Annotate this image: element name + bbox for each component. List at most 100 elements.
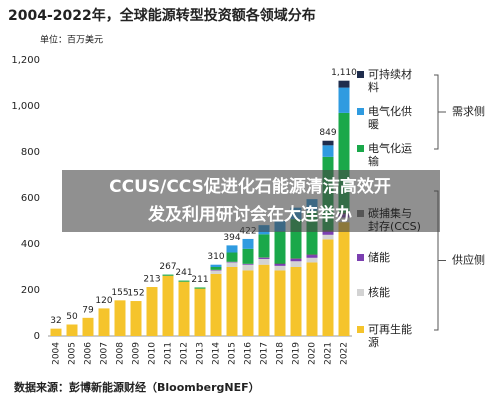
bar-segment xyxy=(322,140,334,146)
legend-label: 电气化运输 xyxy=(368,142,412,168)
legend-swatch xyxy=(357,145,364,152)
bar-segment xyxy=(98,308,110,336)
legend-item: 核能 xyxy=(357,286,422,299)
source: 数据来源：彭博新能源财经（BloombergNEF） xyxy=(14,380,260,394)
bar-segment xyxy=(290,267,302,336)
unit: 单位：百万美元 xyxy=(40,34,103,46)
x-tick-label: 2021 xyxy=(324,342,334,365)
total-label: 50 xyxy=(66,312,78,322)
x-tick-label: 2011 xyxy=(164,342,174,365)
bar-segment xyxy=(322,231,334,235)
bar-segment xyxy=(130,301,142,336)
bar-segment xyxy=(258,258,270,265)
bar-segment xyxy=(274,270,286,336)
bar-segment xyxy=(226,252,238,262)
x-tick-label: 2019 xyxy=(292,342,302,365)
legend-swatch xyxy=(357,254,364,261)
bar-segment xyxy=(274,265,286,271)
total-label: 152 xyxy=(127,289,144,299)
bar-segment xyxy=(242,270,254,336)
bar-segment xyxy=(306,262,318,336)
bar-segment xyxy=(306,210,318,255)
total-label: 32 xyxy=(50,316,61,326)
bar-segment xyxy=(242,264,254,265)
x-tick-label: 2008 xyxy=(116,342,126,365)
total-label: 849 xyxy=(319,128,336,138)
chart-title: 2004-2022年，全球能源转型投资额各领域分布 xyxy=(8,7,316,24)
bar-segment xyxy=(290,258,302,259)
bar-segment xyxy=(306,255,318,258)
legend-item: 电气化供暖 xyxy=(357,105,422,131)
y-tick-label: 1,200 xyxy=(11,55,40,66)
bar-segment xyxy=(226,267,238,336)
total-label: 310 xyxy=(207,252,224,262)
x-tick-label: 2006 xyxy=(84,342,94,365)
total-label: 79 xyxy=(82,305,94,315)
bar-segment xyxy=(322,239,334,336)
total-label: 267 xyxy=(159,262,176,272)
bar-segment xyxy=(242,238,254,249)
bar-segment xyxy=(210,267,222,270)
bar-segment xyxy=(338,112,350,213)
x-tick-label: 2015 xyxy=(228,342,238,365)
bar-segment xyxy=(50,328,62,336)
bar-segment xyxy=(338,222,350,336)
bar-segment xyxy=(322,234,334,240)
bar-segment xyxy=(210,270,222,274)
bar-segment xyxy=(338,87,350,113)
bar-segment xyxy=(242,248,254,264)
bar-segment xyxy=(290,219,302,259)
total-label: 394 xyxy=(223,233,240,243)
legend-label: 可再生能源 xyxy=(368,323,412,349)
banner-text: CCUS/CCS促进化石能源清洁高效开 xyxy=(109,176,391,197)
x-tick-label: 2013 xyxy=(196,342,206,365)
x-tick-label: 2004 xyxy=(52,342,62,365)
legend-swatch xyxy=(357,108,364,115)
x-tick-label: 2020 xyxy=(308,342,318,365)
bar-segment xyxy=(322,145,334,157)
legend-swatch xyxy=(357,326,364,333)
total-label: 155 xyxy=(111,288,128,298)
legend-label: 储能 xyxy=(368,251,390,264)
legend-swatch xyxy=(357,71,364,78)
total-label: 120 xyxy=(95,296,112,306)
total-label: 211 xyxy=(191,275,208,285)
group-label: 供应侧 xyxy=(452,253,485,267)
bar-segment xyxy=(194,288,206,336)
bar-segment xyxy=(114,300,126,336)
bar-segment xyxy=(82,317,94,336)
bar-segment xyxy=(274,264,286,266)
banner-text: 发及利用研讨会在大连举办 xyxy=(147,204,352,225)
x-tick-label: 2017 xyxy=(260,342,270,365)
bar-segment xyxy=(178,280,190,282)
bar-segment xyxy=(258,264,270,336)
legend-label: 核能 xyxy=(368,286,390,299)
y-tick-label: 600 xyxy=(21,193,40,204)
total-label: 241 xyxy=(175,268,192,278)
x-tick-label: 2016 xyxy=(244,342,254,365)
total-label: 213 xyxy=(143,275,160,285)
bar-segment xyxy=(338,80,350,88)
x-tick-label: 2005 xyxy=(68,342,78,365)
bar-segment xyxy=(242,264,254,271)
x-tick-label: 2022 xyxy=(340,342,350,365)
bar-segment xyxy=(306,254,318,256)
legend-item: 可再生能源 xyxy=(357,323,422,349)
legend-item: 碳捕集与封存(CCS) xyxy=(357,207,422,233)
x-tick-label: 2014 xyxy=(212,342,222,365)
bar-segment xyxy=(146,287,158,336)
bar-segment xyxy=(210,273,222,336)
x-tick-label: 2009 xyxy=(132,342,142,365)
bar-segment xyxy=(226,262,238,267)
bar-segment xyxy=(258,234,270,258)
x-tick-label: 2007 xyxy=(100,342,110,365)
y-tick-label: 200 xyxy=(21,285,40,296)
bar-segment xyxy=(66,324,78,336)
bar-segment xyxy=(178,281,190,336)
bar-segment xyxy=(194,287,206,289)
x-tick-label: 2018 xyxy=(276,342,286,365)
x-tick-label: 2012 xyxy=(180,342,190,365)
legend-label: 可持续材料 xyxy=(368,68,412,94)
bar-segment xyxy=(210,264,222,267)
